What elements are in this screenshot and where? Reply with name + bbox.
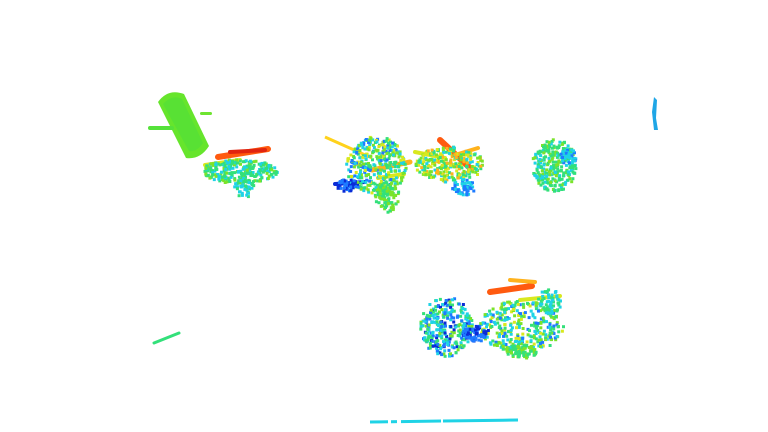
- cluster-post-right: [652, 97, 658, 130]
- cluster-plant-right: [531, 138, 578, 193]
- cluster-plant-center-right: [413, 137, 484, 197]
- cluster-plant-left: [203, 146, 279, 199]
- cluster-stick-left: [152, 331, 181, 345]
- cluster-bin-object: [148, 92, 212, 159]
- cluster-ground-line: [369, 418, 519, 424]
- cluster-plant-bottom: [419, 278, 565, 360]
- cluster-plant-center-left: [324, 135, 413, 214]
